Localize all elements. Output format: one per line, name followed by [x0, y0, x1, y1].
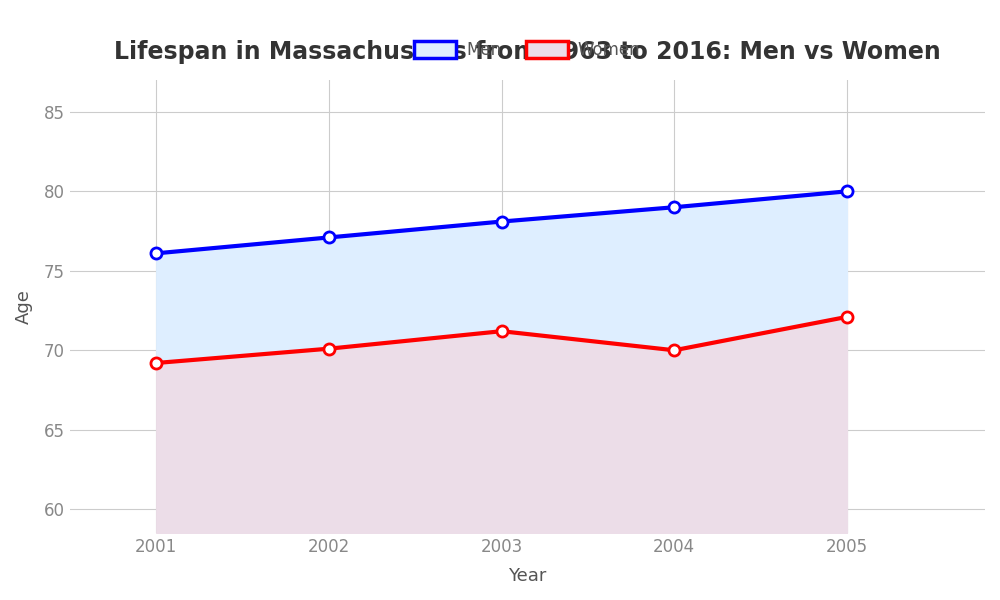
Y-axis label: Age: Age — [15, 289, 33, 324]
X-axis label: Year: Year — [508, 567, 547, 585]
Title: Lifespan in Massachusetts from 1963 to 2016: Men vs Women: Lifespan in Massachusetts from 1963 to 2… — [114, 40, 941, 64]
Legend: Men, Women: Men, Women — [408, 34, 647, 65]
